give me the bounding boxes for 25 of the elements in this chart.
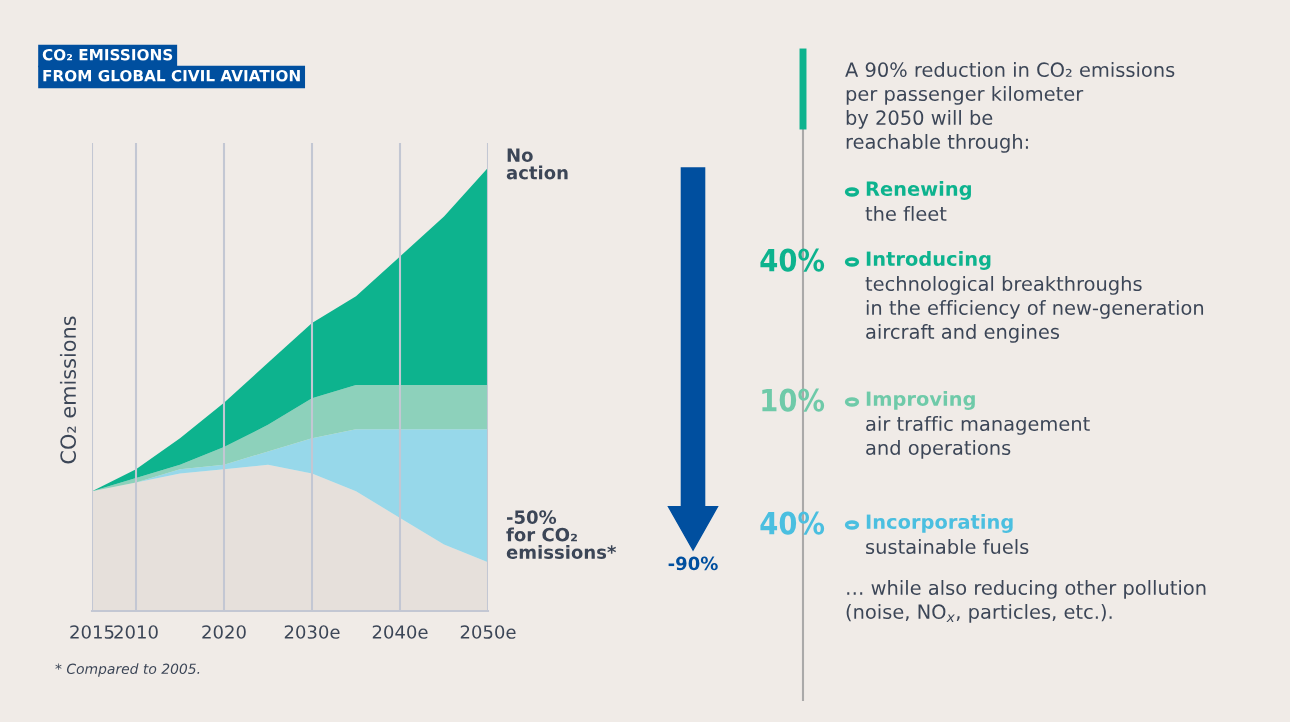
- x-tick-label: 2040e: [372, 625, 428, 639]
- text: 40%: [760, 248, 825, 272]
- text: * Compared to 2005.: [55, 663, 200, 677]
- text: the fleet: [865, 206, 947, 222]
- text: 10%: [762, 388, 825, 412]
- x-tick-label: 2010: [114, 625, 158, 639]
- text: technological breakthroughs in the efficiency of new-generation aircraft and engines: [865, 276, 1204, 343]
- text: Renewing: [866, 181, 971, 200]
- chart-title: CO₂ EMISSIONS FROM GLOBAL CIVIL AVIATION: [42, 48, 300, 82]
- text: Improving: [866, 391, 975, 410]
- text: sustainable fuels: [866, 539, 1029, 555]
- text: -90%: [668, 556, 718, 571]
- text: 40%: [760, 511, 825, 535]
- y-axis-title: CO₂ emissions: [59, 316, 77, 464]
- x-tick-label: 2030e: [284, 625, 340, 639]
- x-tick-label: 2050e: [460, 625, 516, 639]
- text: -50% for CO₂ emissions*: [506, 510, 617, 559]
- text: air traffic management and operations: [866, 416, 1090, 459]
- text: No action: [506, 148, 568, 180]
- text: Introducing: [866, 251, 991, 270]
- text: Incorporating: [866, 514, 1013, 533]
- x-tick-label: 2015: [70, 625, 114, 639]
- text: … while also reducing other pollution (noise, NO$_{x}$, particles, etc.).: [846, 580, 1206, 623]
- text: A 90% reduction in CO₂ emissions per passenger kilometer by 2050 will be reachable through:: [845, 62, 1175, 153]
- x-tick-label: 2020: [202, 625, 246, 639]
